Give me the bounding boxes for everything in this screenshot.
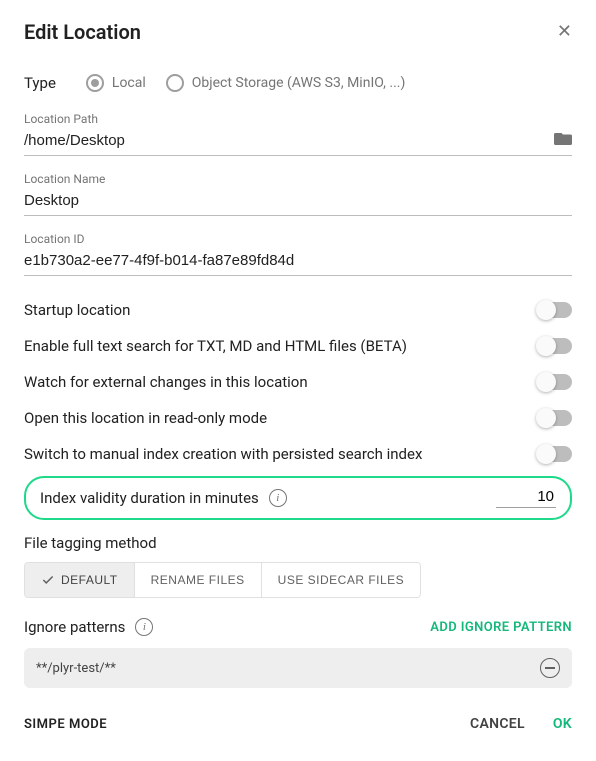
tagging-rename-button[interactable]: RENAME FILES <box>135 563 262 597</box>
tagging-default-label: DEFAULT <box>61 573 118 587</box>
toggle-fulltext-label: Enable full text search for TXT, MD and … <box>24 337 407 355</box>
tagging-rename-label: RENAME FILES <box>151 573 245 587</box>
index-validity-label: Index validity duration in minutes <box>40 489 259 507</box>
add-ignore-pattern-button[interactable]: ADD IGNORE PATTERN <box>430 620 572 635</box>
cancel-button[interactable]: CANCEL <box>470 716 525 732</box>
toggle-startup[interactable] <box>538 302 572 318</box>
toggle-manual[interactable] <box>538 446 572 462</box>
location-name-input[interactable] <box>24 190 572 211</box>
radio-object-storage[interactable]: Object Storage (AWS S3, MinIO, ...) <box>166 74 406 92</box>
radio-object-label: Object Storage (AWS S3, MinIO, ...) <box>192 75 406 91</box>
toggle-manual-label: Switch to manual index creation with per… <box>24 445 422 463</box>
radio-local-label: Local <box>112 75 146 91</box>
location-id-input[interactable] <box>24 250 572 271</box>
radio-icon <box>166 74 184 92</box>
folder-icon[interactable] <box>554 131 572 151</box>
info-icon[interactable]: i <box>135 618 153 636</box>
toggle-watch-label: Watch for external changes in this locat… <box>24 373 308 391</box>
index-validity-input[interactable] <box>496 488 556 508</box>
type-label: Type <box>24 74 56 92</box>
location-path-field: Location Path <box>24 112 572 156</box>
location-path-label: Location Path <box>24 112 572 126</box>
tagging-sidecar-label: USE SIDECAR FILES <box>278 573 405 587</box>
toggle-readonly-label: Open this location in read-only mode <box>24 409 267 427</box>
type-radio-group: Local Object Storage (AWS S3, MinIO, ...… <box>86 74 405 92</box>
ignore-patterns-label: Ignore patterns <box>24 618 125 636</box>
simple-mode-button[interactable]: SIMPE MODE <box>24 717 107 732</box>
index-validity-row: Index validity duration in minutes i <box>24 476 572 520</box>
ignore-pattern-text: **/plyr-test/** <box>36 661 116 676</box>
tagging-default-button[interactable]: DEFAULT <box>25 563 135 597</box>
radio-local[interactable]: Local <box>86 74 146 92</box>
toggle-readonly[interactable] <box>538 410 572 426</box>
tagging-sidecar-button[interactable]: USE SIDECAR FILES <box>262 563 421 597</box>
location-id-label: Location ID <box>24 232 572 246</box>
location-name-field: Location Name <box>24 172 572 216</box>
toggle-fulltext[interactable] <box>538 338 572 354</box>
remove-icon[interactable] <box>540 658 560 678</box>
toggle-watch[interactable] <box>538 374 572 390</box>
ok-button[interactable]: OK <box>553 716 572 732</box>
close-icon[interactable]: ✕ <box>557 23 572 41</box>
toggle-startup-label: Startup location <box>24 301 130 319</box>
location-path-input[interactable] <box>24 130 554 151</box>
tagging-label: File tagging method <box>24 534 572 552</box>
dialog-title: Edit Location <box>24 20 141 44</box>
check-icon <box>41 573 55 587</box>
location-name-label: Location Name <box>24 172 572 186</box>
ignore-pattern-item: **/plyr-test/** <box>24 648 572 688</box>
tagging-method-group: DEFAULT RENAME FILES USE SIDECAR FILES <box>24 562 421 598</box>
radio-icon <box>86 74 104 92</box>
info-icon[interactable]: i <box>269 489 287 507</box>
location-id-field: Location ID <box>24 232 572 276</box>
